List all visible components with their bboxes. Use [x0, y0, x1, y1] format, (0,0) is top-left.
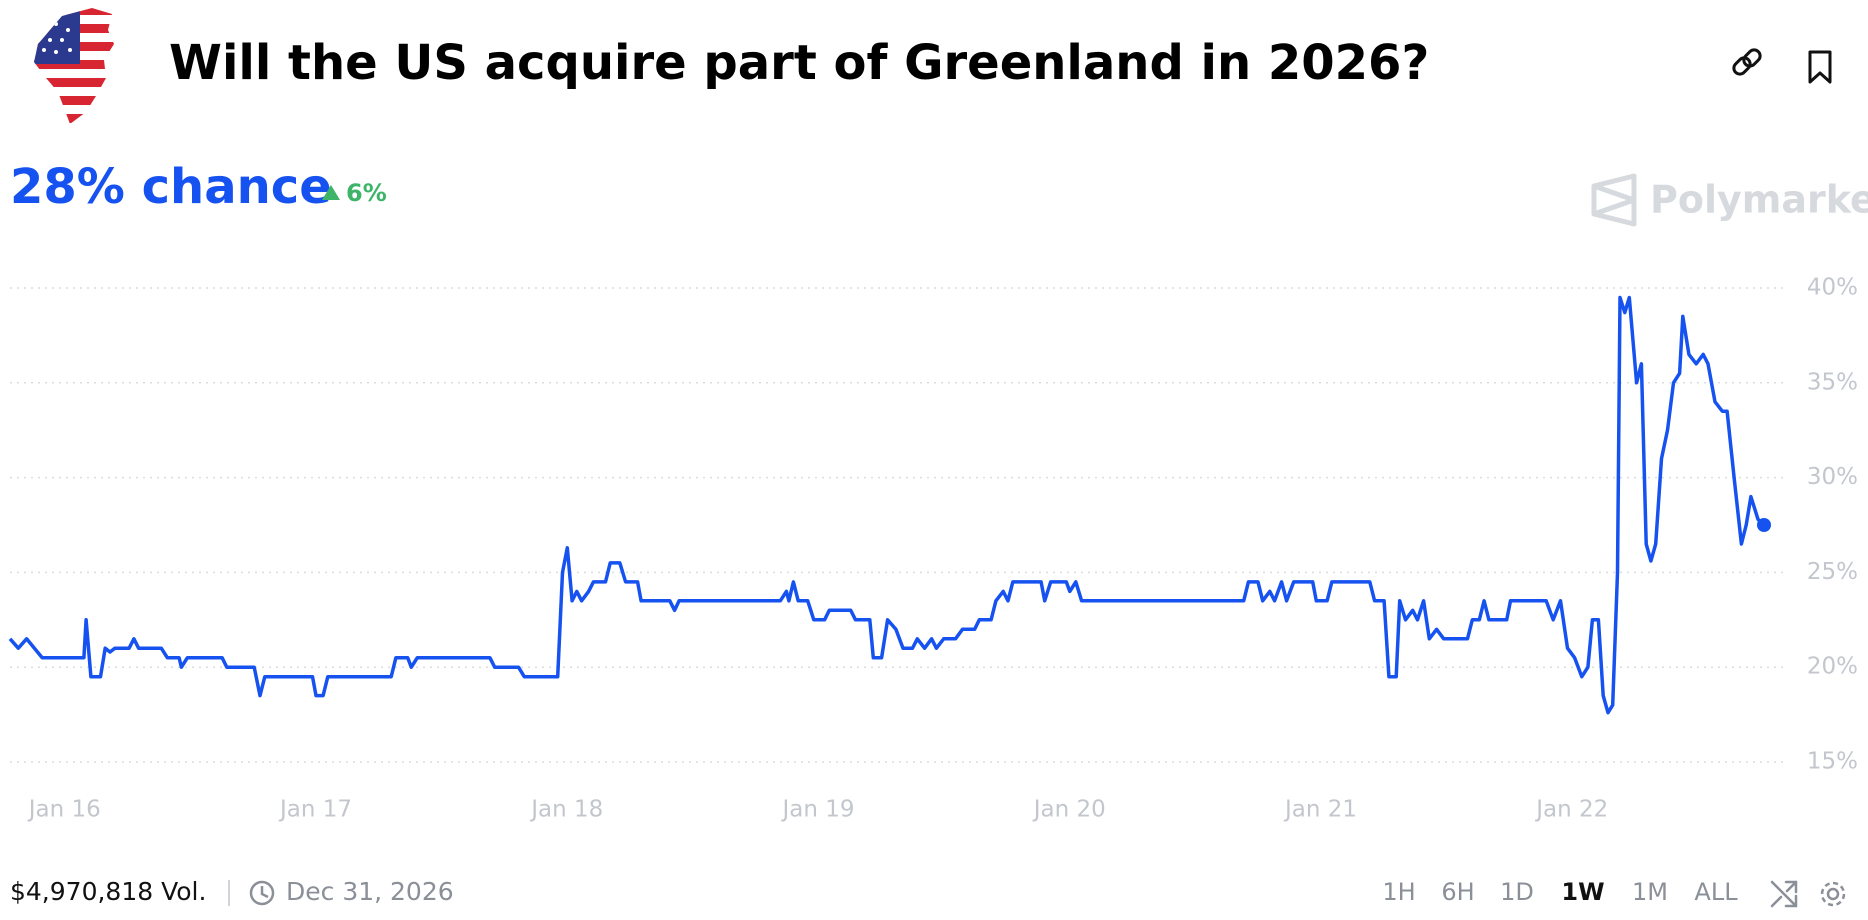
x-tick-label: Jan 22: [1534, 797, 1608, 823]
brand-name: Polymarket: [1650, 178, 1868, 222]
y-tick-label: 40%: [1807, 275, 1858, 301]
end-dot: [1757, 518, 1771, 532]
range-button[interactable]: 1W: [1561, 878, 1604, 906]
y-tick-label: 20%: [1807, 654, 1858, 680]
clock-icon: [249, 880, 275, 906]
x-tick-label: Jan 17: [278, 797, 352, 823]
x-tick-label: Jan 21: [1283, 797, 1357, 823]
y-tick-label: 15%: [1807, 749, 1858, 775]
end-date: Dec 31, 2026: [286, 877, 454, 906]
x-tick-label: Jan 16: [27, 797, 101, 823]
range-button[interactable]: 6H: [1441, 878, 1474, 906]
price-line: [8, 295, 1766, 715]
change-label: 6%: [346, 179, 387, 207]
range-button[interactable]: 1D: [1500, 878, 1534, 906]
volume: $4,970,818 Vol.: [10, 877, 206, 906]
y-tick-label: 30%: [1807, 464, 1858, 490]
flag-icon: [34, 8, 114, 124]
link-icon[interactable]: [1731, 47, 1762, 76]
brand-logo: [1591, 173, 1637, 227]
range-button[interactable]: ALL: [1694, 878, 1738, 906]
x-tick-label: Jan 19: [781, 797, 855, 823]
change-arrow: [322, 185, 340, 200]
range-button[interactable]: 1H: [1382, 878, 1415, 906]
settings-icon[interactable]: [1820, 881, 1846, 907]
x-tick-label: Jan 18: [529, 797, 603, 823]
y-tick-label: 35%: [1807, 369, 1858, 395]
market-title: Will the US acquire part of Greenland in…: [169, 35, 1429, 91]
chance-label: 28% chance: [10, 159, 332, 215]
shuffle-icon[interactable]: [1770, 880, 1798, 908]
x-tick-label: Jan 20: [1032, 797, 1106, 823]
y-tick-label: 25%: [1807, 559, 1858, 585]
bookmark-icon[interactable]: [1808, 50, 1832, 84]
range-button[interactable]: 1M: [1632, 878, 1668, 906]
